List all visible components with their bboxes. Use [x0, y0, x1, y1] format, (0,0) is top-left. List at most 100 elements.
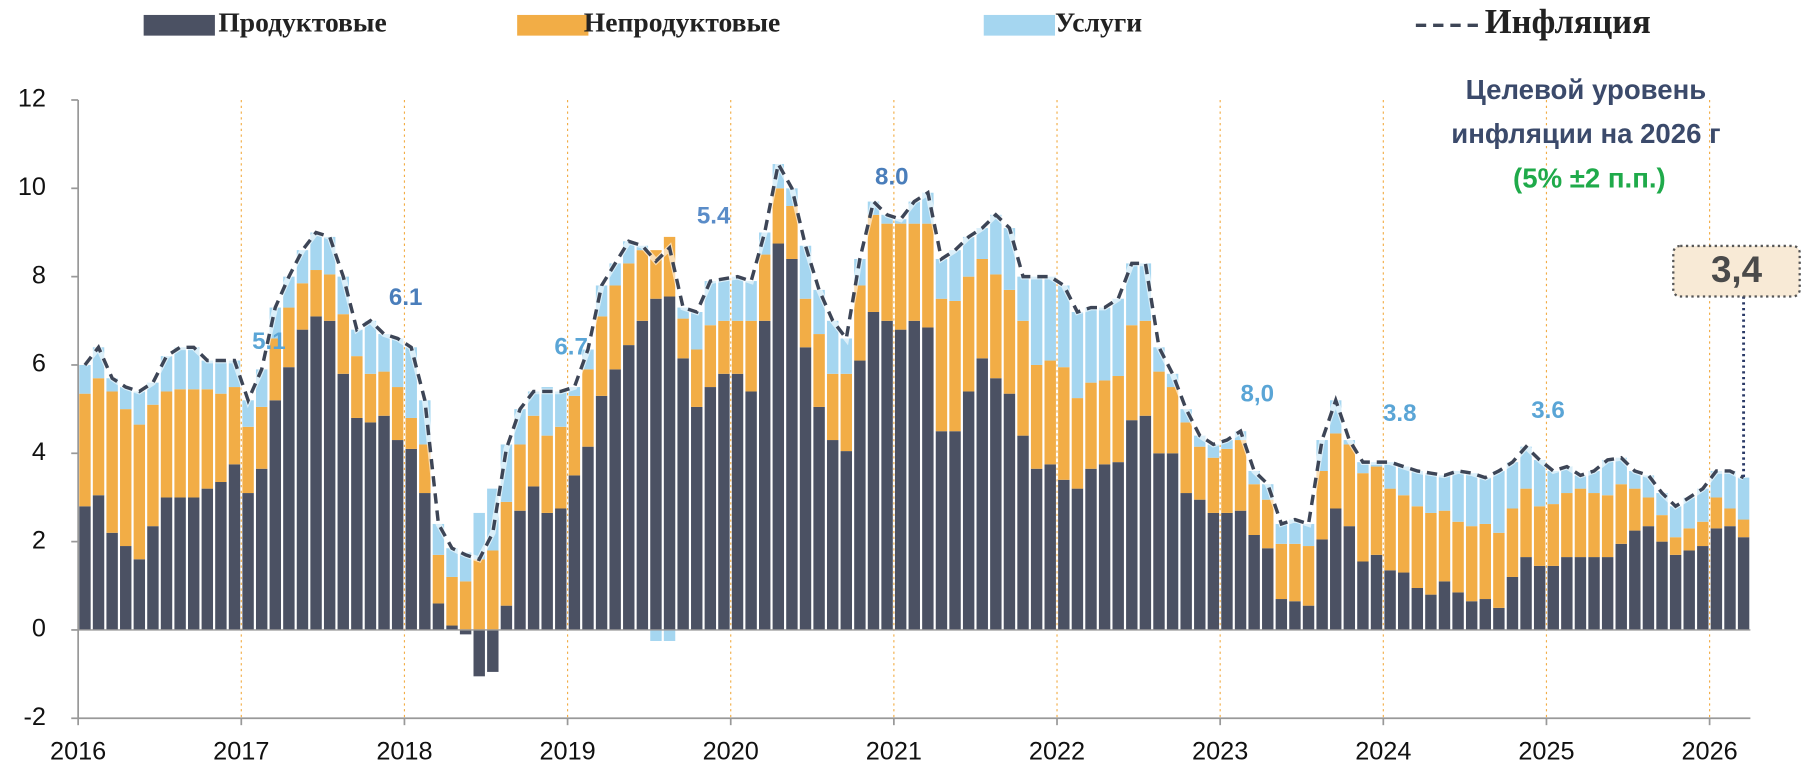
bar: [106, 378, 118, 392]
bar: [908, 201, 920, 224]
legend-label: Непродуктовые: [584, 7, 781, 38]
bar: [1058, 367, 1070, 480]
bar: [1452, 592, 1464, 630]
x-tick-label: 2018: [376, 737, 432, 765]
bar: [1275, 523, 1288, 544]
bar: [1506, 462, 1519, 509]
bar: [949, 250, 961, 301]
bar: [283, 276, 295, 308]
bar: [1547, 470, 1559, 505]
bar: [1737, 477, 1750, 520]
bar: [1316, 539, 1328, 630]
bar: [228, 360, 241, 388]
callout-box: [1672, 244, 1801, 298]
annotation: 8,0: [1240, 381, 1274, 408]
bar: [1058, 479, 1070, 630]
bar: [949, 431, 961, 630]
bar: [296, 250, 309, 284]
bar: [1289, 519, 1301, 544]
y-tick-label: 0: [32, 615, 46, 643]
bar: [310, 270, 322, 317]
bar: [1180, 422, 1192, 494]
bar: [976, 358, 988, 630]
target-range: (5% ±2 п.п.): [1513, 163, 1666, 194]
bar: [582, 369, 594, 447]
bar: [1465, 526, 1478, 602]
bar: [1153, 371, 1165, 454]
bar: [745, 320, 757, 392]
bar: [840, 373, 853, 452]
bar: [500, 501, 513, 606]
bar: [1724, 508, 1736, 527]
bar: [92, 378, 105, 496]
bar: [1724, 470, 1736, 509]
bar: [1126, 263, 1138, 326]
bar: [1139, 263, 1152, 321]
bar: [364, 373, 377, 423]
bar: [555, 426, 567, 509]
bar: [160, 391, 173, 498]
bar: [1669, 554, 1682, 630]
bar: [759, 254, 771, 321]
bar: [269, 307, 281, 339]
bar: [255, 406, 268, 469]
bar: [1574, 475, 1587, 489]
bar: [310, 232, 322, 271]
bar: [908, 223, 920, 321]
bar: [1071, 398, 1084, 489]
bar: [1003, 228, 1016, 290]
x-tick-label: 2022: [1029, 737, 1085, 765]
bar: [650, 629, 662, 641]
bar: [731, 373, 744, 630]
bar: [691, 349, 703, 407]
bar: [1126, 420, 1138, 630]
bar: [1302, 523, 1315, 547]
bar: [786, 205, 798, 259]
bar: [323, 274, 336, 321]
bar: [1615, 543, 1627, 630]
y-tick-label: -2: [24, 703, 46, 731]
bar: [1085, 468, 1097, 630]
bar: [106, 391, 118, 533]
bar: [419, 493, 431, 630]
bar: [1289, 543, 1301, 602]
bar: [1098, 307, 1111, 381]
bar: [1724, 526, 1736, 630]
callout-label: 3,4: [1711, 249, 1763, 290]
bar: [1479, 477, 1491, 524]
bar: [1588, 557, 1600, 630]
x-tick-label: 2016: [50, 737, 106, 765]
bar: [1615, 457, 1627, 485]
bar: [1058, 285, 1070, 368]
bar: [813, 334, 825, 407]
bar: [663, 629, 676, 641]
bar: [609, 369, 621, 630]
bar: [378, 371, 390, 416]
bar: [255, 468, 268, 630]
bar: [990, 378, 1002, 630]
bar: [555, 508, 567, 630]
bar: [1561, 466, 1573, 494]
bar: [962, 236, 975, 277]
bar: [364, 320, 377, 374]
bar: [147, 382, 159, 405]
bar: [242, 426, 254, 494]
bar: [1697, 521, 1709, 547]
bar: [310, 316, 322, 630]
bar: [201, 488, 214, 630]
bar: [623, 345, 635, 630]
x-tick-label: 2025: [1518, 737, 1574, 765]
bar: [1316, 470, 1328, 540]
bar: [962, 276, 975, 392]
bar: [1275, 543, 1288, 600]
y-tick-label: 2: [32, 526, 46, 554]
bar: [459, 552, 472, 582]
bar: [1126, 325, 1138, 421]
y-tick-label: 8: [32, 261, 46, 289]
bar: [1180, 409, 1192, 423]
bar: [582, 349, 594, 370]
bar: [555, 391, 567, 427]
bar: [1493, 607, 1505, 630]
bar: [1003, 393, 1016, 630]
bar: [1506, 508, 1519, 577]
